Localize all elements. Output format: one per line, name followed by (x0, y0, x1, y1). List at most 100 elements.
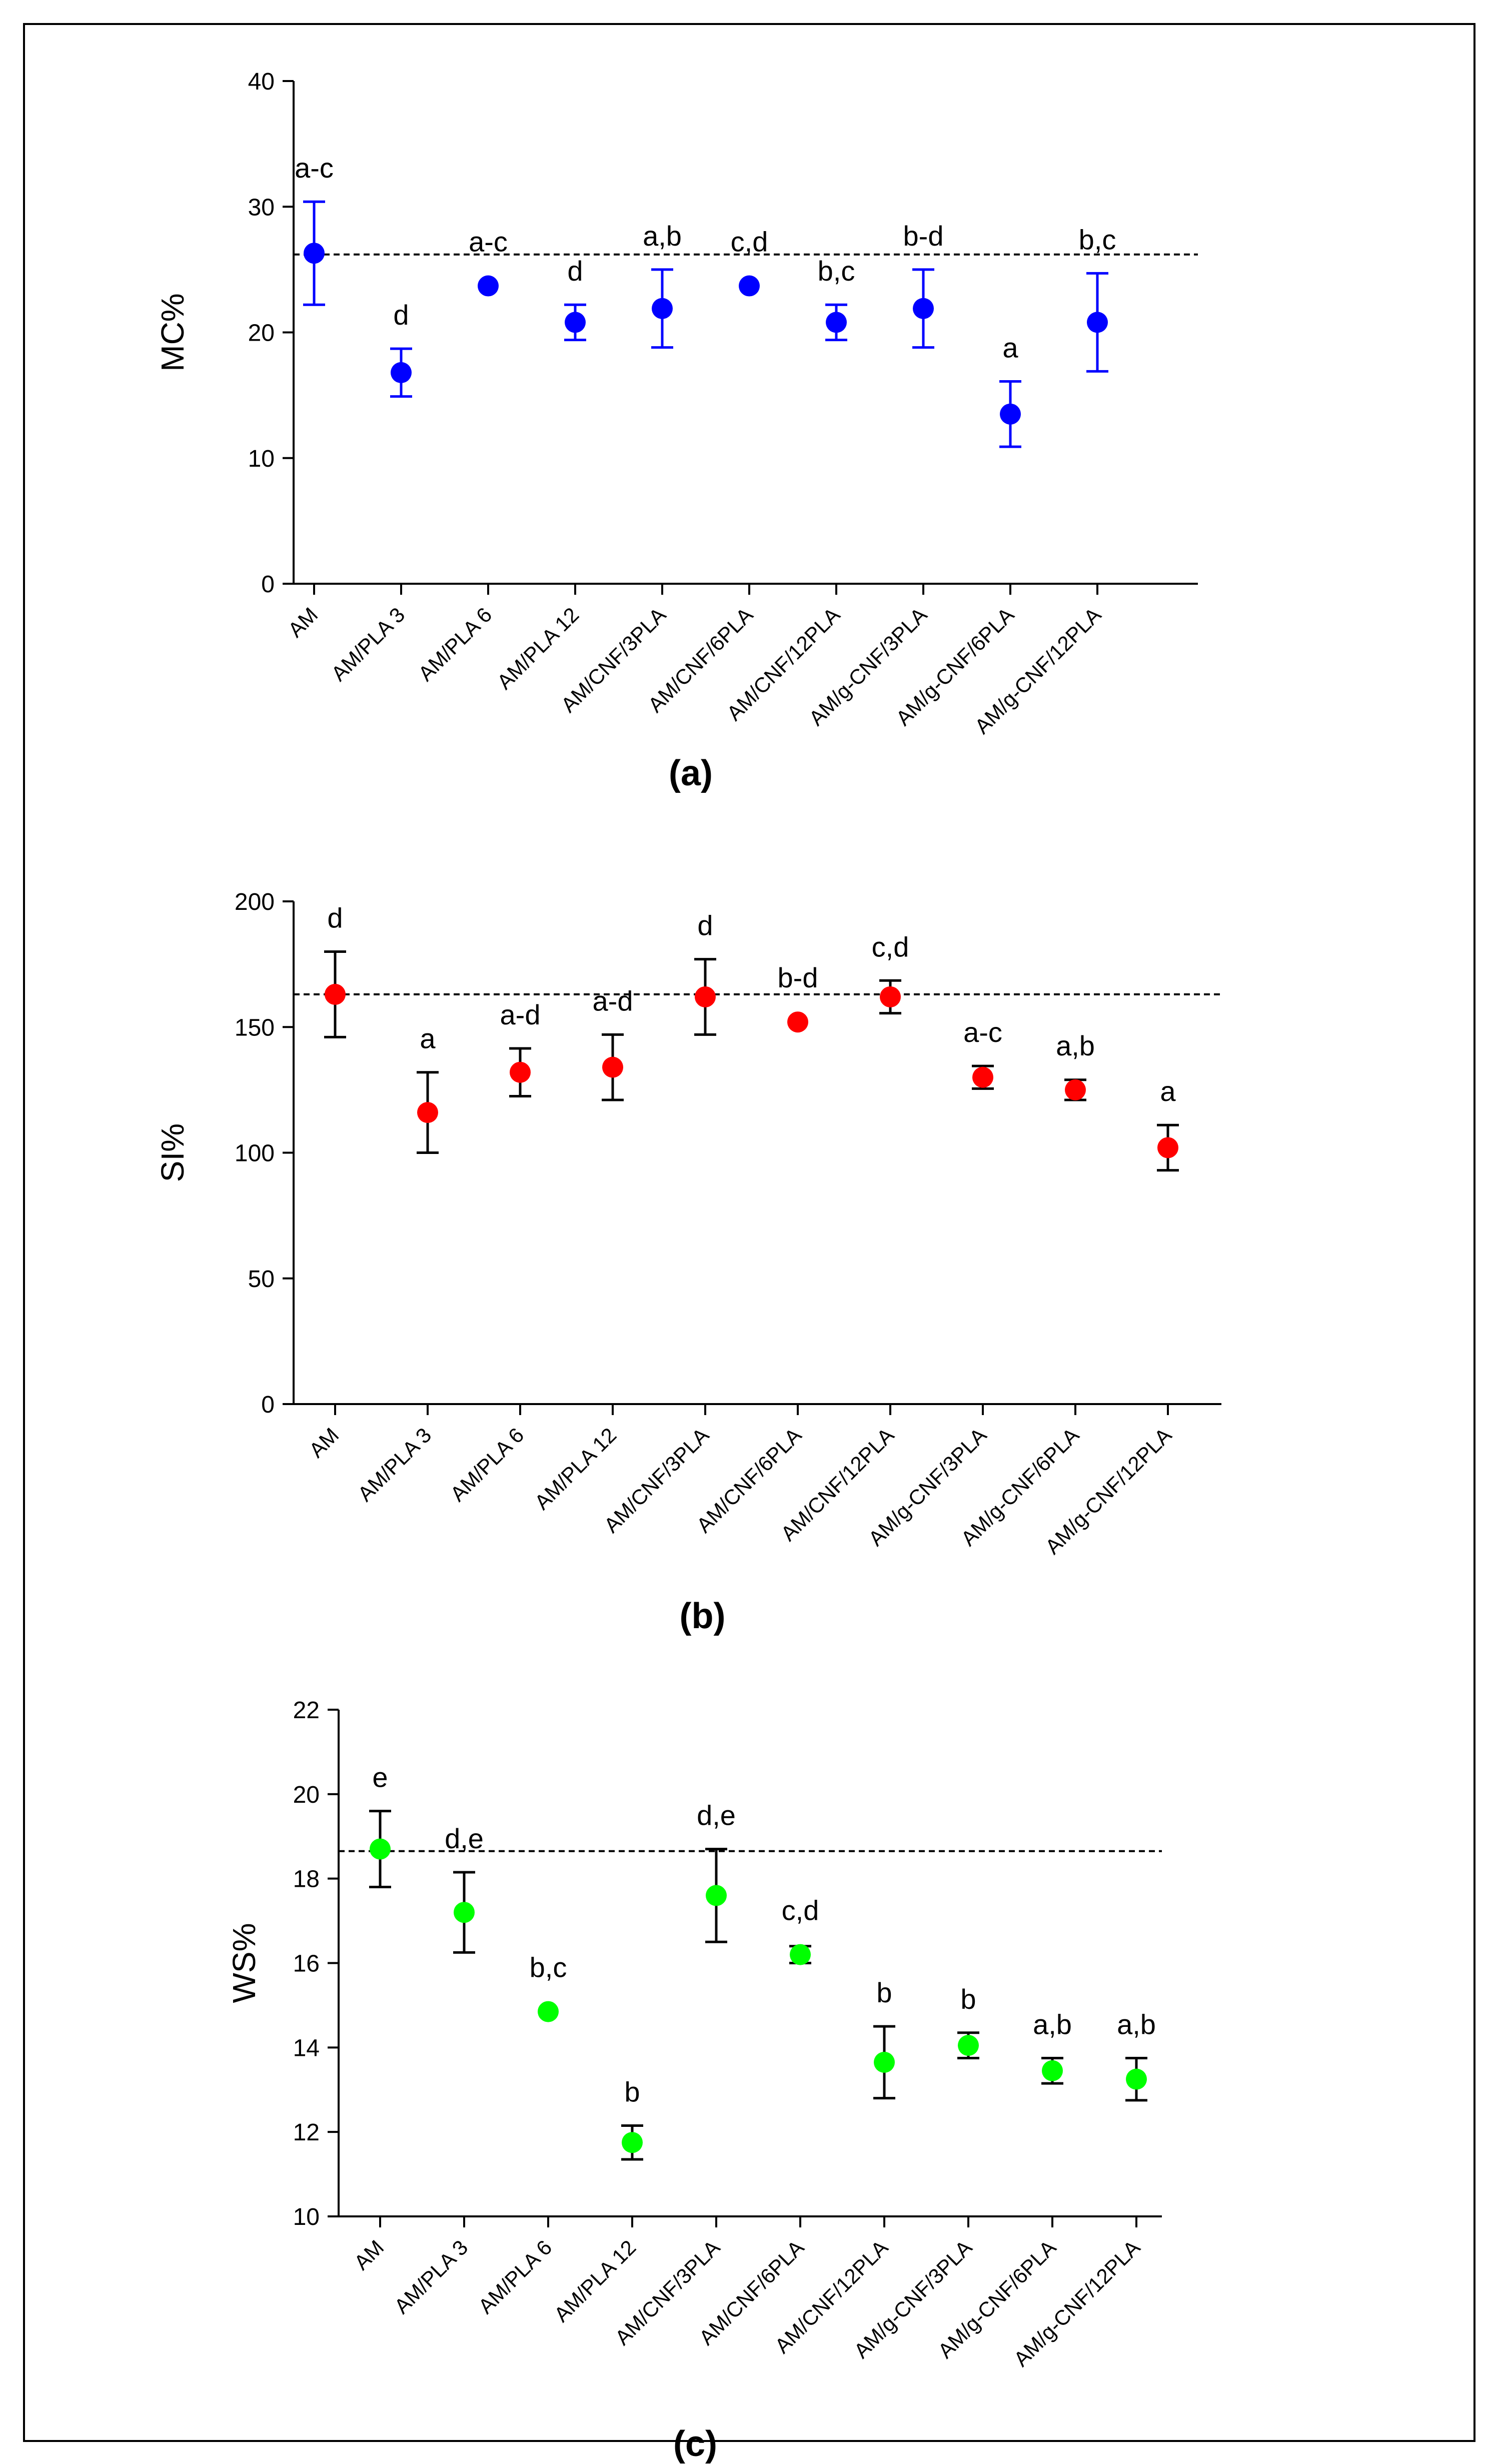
significance-label: a,b (643, 220, 682, 252)
data-point (790, 1944, 811, 1965)
significance-label: a-c (469, 226, 508, 258)
data-point (739, 275, 760, 297)
significance-label: a-d (593, 985, 633, 1016)
y-tick-label: 30 (248, 194, 275, 221)
y-tick-label: 0 (261, 1392, 275, 1418)
x-tick-label: AM (305, 1423, 344, 1462)
x-tick-label: AM/PLA 12 (493, 603, 584, 694)
x-tick-label: AM (350, 2235, 389, 2274)
y-tick-label: 50 (248, 1266, 275, 1293)
x-tick-label: AM/PLA 12 (550, 2235, 641, 2326)
significance-label: d (327, 902, 343, 934)
y-tick-label: 22 (293, 1697, 320, 1724)
significance-label: d,e (697, 1800, 736, 1831)
y-tick-label: 10 (248, 446, 275, 472)
significance-label: d (567, 255, 583, 287)
significance-label: b,c (530, 1952, 567, 1983)
significance-label: a-c (295, 152, 334, 184)
significance-label: c,d (731, 226, 768, 258)
x-tick-label: AM/PLA 12 (530, 1423, 621, 1514)
significance-label: b (876, 1977, 892, 2008)
significance-label: b,c (818, 255, 855, 287)
significance-label: b (624, 2076, 640, 2108)
y-tick-label: 200 (235, 889, 275, 915)
significance-label: b (960, 1983, 976, 2015)
data-point (1157, 1137, 1178, 1158)
data-point (826, 312, 847, 333)
x-tick-label: AM/PLA 6 (414, 603, 496, 685)
significance-label: a-c (963, 1016, 1002, 1048)
data-point (972, 1066, 993, 1088)
panel-label: (c) (673, 2424, 717, 2464)
y-tick-label: 16 (293, 1951, 320, 1977)
x-tick-label: AM/PLA 6 (474, 2235, 556, 2318)
significance-label: e (372, 1762, 388, 1793)
data-point (538, 2001, 559, 2022)
significance-label: b,c (1079, 224, 1116, 255)
panel-b: 0 50 100 150 200 SI% AM AM/PLA 3 AM/PLA 6 AM/PLA … (155, 889, 1221, 1636)
x-tick-label: AM/PLA 6 (446, 1423, 528, 1506)
data-point (417, 1102, 438, 1123)
data-point (958, 2035, 979, 2056)
data-point (1042, 2060, 1063, 2081)
data-point (510, 1061, 531, 1083)
x-tick-label: AM/PLA 3 (327, 603, 409, 685)
y-tick-label: 0 (261, 571, 275, 598)
y-tick-label: 100 (235, 1140, 275, 1167)
significance-label: d,e (445, 1823, 484, 1854)
significance-label: a (420, 1023, 436, 1054)
data-point (1000, 403, 1021, 425)
data-point (787, 1011, 808, 1033)
data-point (913, 298, 934, 319)
significance-label: a,b (1033, 2008, 1072, 2040)
data-point (454, 1902, 475, 1923)
significance-label: b-d (903, 220, 944, 252)
data-point (1126, 2068, 1147, 2090)
y-tick-label: 12 (293, 2119, 320, 2146)
significance-label: a,b (1056, 1030, 1095, 1061)
data-point (874, 2051, 895, 2073)
significance-label: c,d (872, 931, 909, 962)
data-point (391, 362, 412, 383)
data-point (880, 986, 901, 1007)
figure-border (23, 23, 1475, 2442)
data-point (325, 983, 346, 1005)
y-tick-label: 10 (293, 2204, 320, 2230)
y-tick-label: 20 (293, 1782, 320, 1808)
significance-label: a (1160, 1075, 1176, 1107)
y-tick-label: 20 (248, 320, 275, 347)
panel-label: (b) (680, 1596, 726, 1636)
data-point (706, 1885, 727, 1906)
significance-label: d (697, 910, 713, 941)
data-point (695, 986, 716, 1007)
y-tick-label: 150 (235, 1014, 275, 1041)
significance-label: a,b (1117, 2008, 1156, 2040)
significance-label: a (1002, 332, 1018, 363)
panel-label: (a) (669, 753, 713, 793)
data-point (652, 298, 673, 319)
data-point (478, 275, 499, 297)
significance-label: c,d (782, 1895, 819, 1926)
y-axis-title: MC% (155, 293, 191, 371)
data-point (565, 312, 586, 333)
significance-label: d (393, 299, 409, 331)
data-point (1065, 1079, 1086, 1100)
panel-c: 10 12 14 16 18 20 22 WS% AM AM/PLA 3 AM/PLA 6AM/PL… (226, 1697, 1162, 2464)
y-axis-title: SI% (155, 1123, 191, 1182)
x-tick-label: AM/PLA 3 (353, 1423, 436, 1506)
x-tick-label: AM/PLA 3 (390, 2235, 472, 2318)
data-point (304, 243, 325, 264)
data-point (1087, 312, 1108, 333)
significance-label: b-d (778, 962, 818, 993)
y-axis-title: WS% (226, 1923, 262, 2003)
significance-label: a-d (500, 999, 541, 1030)
y-tick-label: 18 (293, 1866, 320, 1893)
data-point (602, 1056, 623, 1078)
x-tick-label: AM (284, 603, 323, 642)
data-point (370, 1838, 391, 1860)
y-tick-label: 40 (248, 69, 275, 95)
data-point (622, 2132, 643, 2153)
y-tick-label: 14 (293, 2035, 320, 2061)
